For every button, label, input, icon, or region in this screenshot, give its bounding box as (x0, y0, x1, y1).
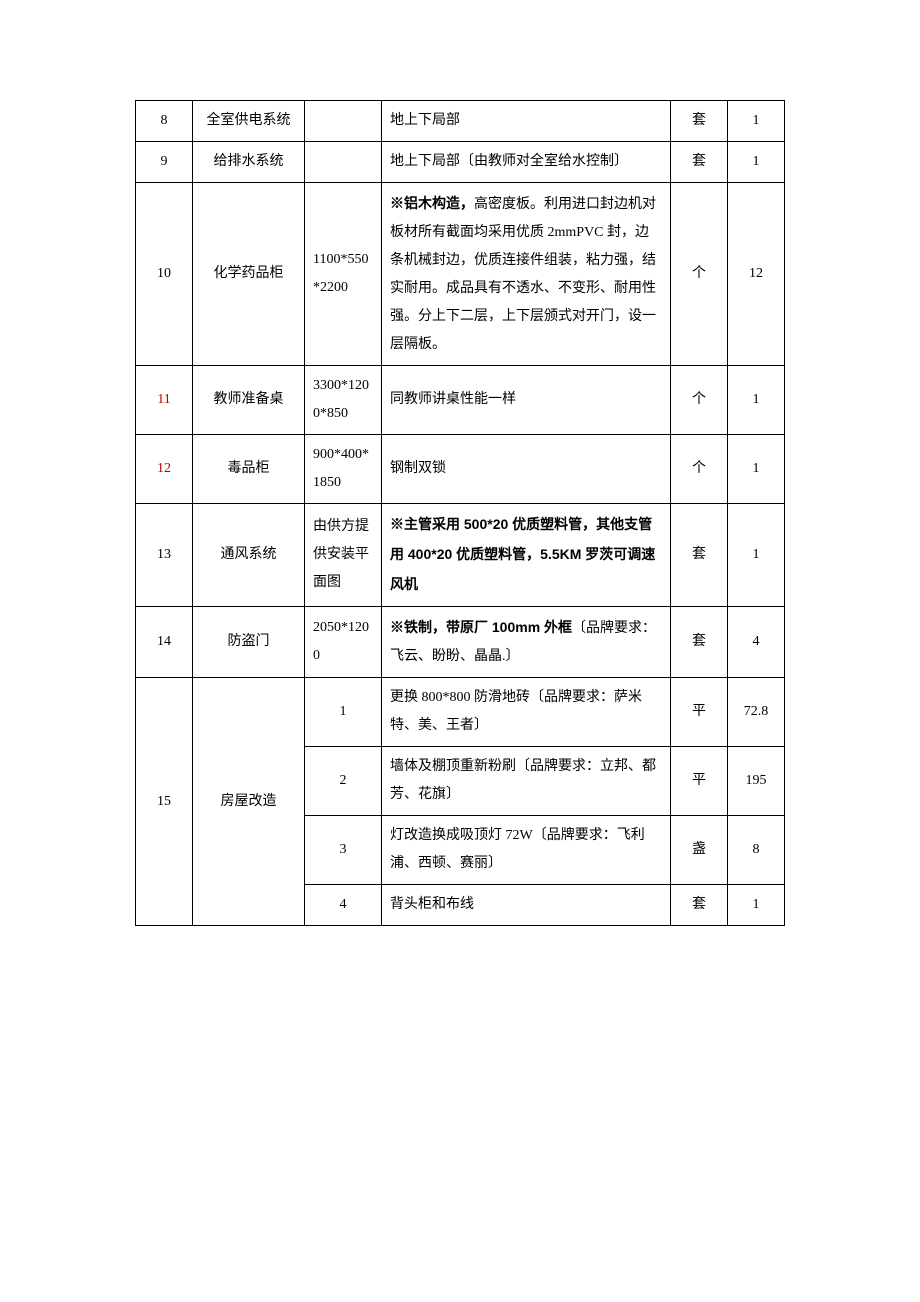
cell-num: 11 (136, 366, 193, 435)
cell-name: 房屋改造 (193, 678, 305, 926)
cell-desc: ※主管采用 500*20 优质塑料管，其他支管用 400*20 优质塑料管，5.… (382, 504, 671, 607)
cell-spec: 4 (305, 885, 382, 926)
desc-text: ※铝木构造， (390, 195, 474, 211)
desc-text: 地上下局部〔由教师对全室给水控制〕 (390, 154, 628, 169)
cell-desc: 灯改造换成吸顶灯 72W〔品牌要求：飞利浦、西顿、赛丽〕 (382, 816, 671, 885)
cell-unit: 套 (671, 504, 728, 607)
cell-name: 毒品柜 (193, 435, 305, 504)
cell-desc: ※铝木构造，高密度板。利用进口封边机对板材所有截面均采用优质 2mmPVC 封，… (382, 183, 671, 366)
table-row: 9给排水系统 地上下局部〔由教师对全室给水控制〕 套1 (136, 142, 785, 183)
table-row: 15房屋改造1更换 800*800 防滑地砖〔品牌要求：萨米特、美、王者〕平72… (136, 678, 785, 747)
cell-spec: 1100*550*2200 (305, 183, 382, 366)
cell-name: 防盗门 (193, 607, 305, 678)
cell-qty: 1 (728, 366, 785, 435)
cell-qty: 8 (728, 816, 785, 885)
cell-unit: 个 (671, 183, 728, 366)
cell-spec: 由供方提供安装平面图 (305, 504, 382, 607)
cell-spec: 2050*1200 (305, 607, 382, 678)
cell-spec: 900*400*1850 (305, 435, 382, 504)
cell-unit: 平 (671, 678, 728, 747)
cell-desc: 背头柜和布线 (382, 885, 671, 926)
cell-qty: 72.8 (728, 678, 785, 747)
cell-qty: 1 (728, 142, 785, 183)
cell-qty: 1 (728, 101, 785, 142)
table-row: 12毒品柜900*400*1850 钢制双锁 个1 (136, 435, 785, 504)
cell-qty: 1 (728, 885, 785, 926)
cell-qty: 1 (728, 435, 785, 504)
cell-name: 教师准备桌 (193, 366, 305, 435)
cell-name: 给排水系统 (193, 142, 305, 183)
cell-num: 15 (136, 678, 193, 926)
cell-unit: 盏 (671, 816, 728, 885)
desc-text: 地上下局部 (390, 113, 460, 128)
cell-name: 全室供电系统 (193, 101, 305, 142)
cell-spec (305, 101, 382, 142)
cell-desc: 地上下局部〔由教师对全室给水控制〕 (382, 142, 671, 183)
table-row: 14防盗门2050*1200※铁制，带原厂 100mm 外框〔品牌要求：飞云、盼… (136, 607, 785, 678)
cell-name: 通风系统 (193, 504, 305, 607)
desc-text: 钢制双锁 (390, 461, 446, 476)
cell-unit: 套 (671, 142, 728, 183)
cell-spec: 2 (305, 747, 382, 816)
cell-spec: 3 (305, 816, 382, 885)
table-row: 13通风系统由供方提供安装平面图※主管采用 500*20 优质塑料管，其他支管用… (136, 504, 785, 607)
cell-num: 14 (136, 607, 193, 678)
cell-qty: 4 (728, 607, 785, 678)
cell-spec: 3300*1200*850 (305, 366, 382, 435)
desc-text: 高密度板。利用进口封边机对板材所有截面均采用优质 2mmPVC 封，边条机械封边… (390, 197, 656, 352)
cell-unit: 个 (671, 366, 728, 435)
cell-desc: ※铁制，带原厂 100mm 外框〔品牌要求：飞云、盼盼、晶晶.〕 (382, 607, 671, 678)
cell-num: 13 (136, 504, 193, 607)
cell-name: 化学药品柜 (193, 183, 305, 366)
spec-table: 8全室供电系统地上下局部套19给排水系统地上下局部〔由教师对全室给水控制〕套11… (135, 100, 785, 926)
cell-qty: 195 (728, 747, 785, 816)
cell-desc: 同教师讲桌性能一样 (382, 366, 671, 435)
cell-spec (305, 142, 382, 183)
cell-unit: 平 (671, 747, 728, 816)
cell-qty: 12 (728, 183, 785, 366)
desc-text: ※主管采用 500*20 优质塑料管，其他支管用 400*20 优质塑料管，5.… (390, 516, 655, 592)
cell-unit: 套 (671, 101, 728, 142)
desc-text: ※铁制，带原厂 100mm 外框 (390, 619, 572, 635)
cell-desc: 地上下局部 (382, 101, 671, 142)
cell-unit: 个 (671, 435, 728, 504)
cell-desc: 钢制双锁 (382, 435, 671, 504)
cell-desc: 墙体及棚顶重新粉刷〔品牌要求：立邦、都芳、花旗〕 (382, 747, 671, 816)
page: 8全室供电系统地上下局部套19给排水系统地上下局部〔由教师对全室给水控制〕套11… (0, 0, 920, 1046)
table-row: 11教师准备桌3300*1200*850 同教师讲桌性能一样 个1 (136, 366, 785, 435)
cell-num: 8 (136, 101, 193, 142)
cell-qty: 1 (728, 504, 785, 607)
cell-num: 12 (136, 435, 193, 504)
cell-unit: 套 (671, 607, 728, 678)
desc-text: 同教师讲桌性能一样 (390, 392, 516, 407)
cell-unit: 套 (671, 885, 728, 926)
cell-num: 9 (136, 142, 193, 183)
cell-spec: 1 (305, 678, 382, 747)
table-row: 8全室供电系统 地上下局部 套1 (136, 101, 785, 142)
table-row: 10化学药品柜1100*550*2200※铝木构造，高密度板。利用进口封边机对板… (136, 183, 785, 366)
cell-num: 10 (136, 183, 193, 366)
cell-desc: 更换 800*800 防滑地砖〔品牌要求：萨米特、美、王者〕 (382, 678, 671, 747)
